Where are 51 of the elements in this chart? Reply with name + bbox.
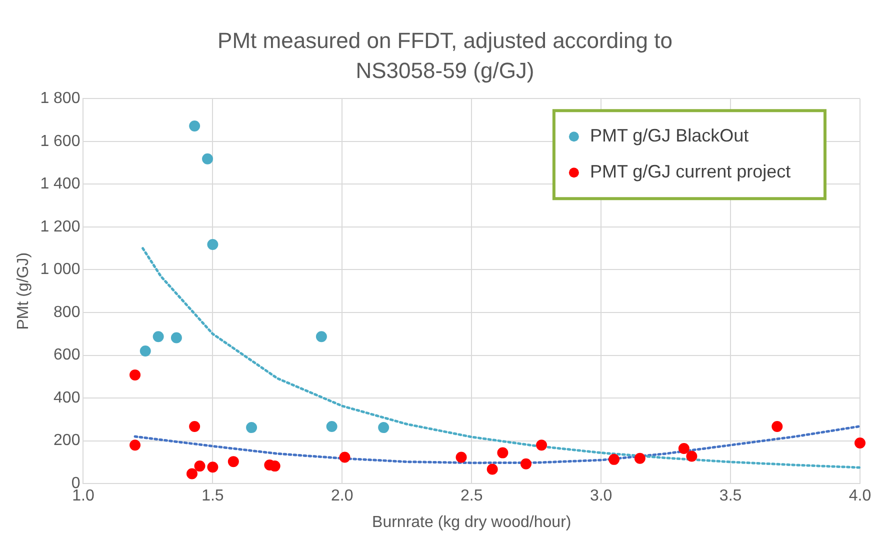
point: [378, 422, 390, 434]
legend-label: PMT g/GJ BlackOut: [590, 126, 749, 146]
point: [130, 440, 141, 451]
point: [246, 422, 258, 434]
y-tick-label: 600: [54, 346, 80, 364]
point: [678, 443, 690, 454]
point: [189, 420, 200, 432]
point: [207, 238, 218, 250]
point: [189, 120, 200, 132]
point: [772, 420, 783, 432]
legend-label: PMT g/GJ current project: [590, 162, 791, 182]
point: [536, 440, 548, 451]
point: [497, 447, 508, 458]
x-tick-label: 1.5: [202, 488, 224, 505]
point: [202, 153, 214, 164]
point: [130, 369, 141, 380]
y-tick-label: 1 600: [40, 132, 80, 150]
x-axis-title: Burnrate (kg dry wood/hour): [372, 514, 572, 531]
point: [326, 420, 338, 432]
point: [228, 456, 239, 468]
line-series: [142, 247, 862, 469]
point: [854, 437, 866, 448]
point: [194, 460, 206, 472]
x-tick-label: 4.0: [848, 488, 872, 505]
y-tick-label: 400: [54, 389, 80, 406]
point: [316, 331, 327, 342]
y-tick-label: 1 200: [40, 218, 80, 236]
point: [634, 452, 646, 464]
point: [152, 331, 164, 342]
y-tick-label: 800: [54, 304, 80, 321]
x-tick-label: 3.0: [590, 488, 612, 505]
point: [520, 458, 532, 470]
x-tick-label: 2.5: [460, 488, 483, 505]
point: [207, 462, 218, 473]
line-series: [134, 425, 862, 464]
y-tick-label: 1 400: [40, 176, 80, 193]
point: [140, 345, 151, 356]
y-axis-title: PMt (g/GJ): [15, 252, 32, 330]
x-tick-label: 2.0: [331, 488, 354, 505]
point: [170, 332, 182, 344]
y-tick-label: 1 800: [40, 90, 80, 108]
chart-title: PMt measured on FFDT, adjusted according to NS3058-59 (g/GJ): [216, 27, 674, 85]
y-tick-label: 200: [54, 432, 80, 450]
point: [686, 450, 698, 462]
point: [486, 464, 498, 475]
y-tick-label: 1 000: [40, 261, 80, 278]
point: [608, 454, 620, 465]
point: [339, 452, 350, 463]
point: [456, 452, 467, 463]
point: [186, 468, 198, 480]
x-tick-label: 3.5: [719, 488, 742, 505]
